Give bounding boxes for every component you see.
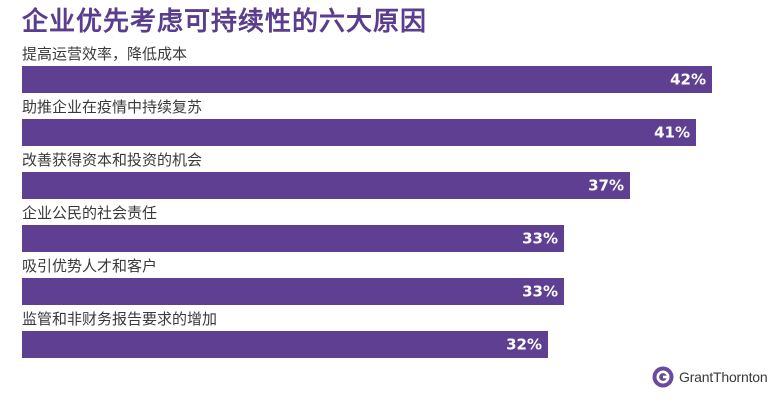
- grant-thornton-logo-text: GrantThornton: [679, 369, 768, 385]
- bar: [22, 66, 712, 93]
- category-label: 改善获得资本和投资的机会: [22, 151, 202, 169]
- grant-thornton-logo: GrantThornton: [652, 366, 768, 388]
- bar: [22, 278, 564, 305]
- category-label: 吸引优势人才和客户: [22, 257, 157, 275]
- value-label: 33%: [522, 283, 558, 301]
- bar: [22, 331, 548, 358]
- chart-title: 企业优先考虑可持续性的六大原因: [22, 7, 428, 37]
- value-label: 32%: [506, 336, 542, 354]
- bar: [22, 119, 696, 146]
- category-label: 企业公民的社会责任: [22, 204, 157, 222]
- category-label: 提高运营效率，降低成本: [22, 45, 187, 63]
- value-label: 33%: [522, 230, 558, 248]
- value-label: 41%: [654, 124, 690, 142]
- value-label: 37%: [588, 177, 624, 195]
- category-label: 监管和非财务报告要求的增加: [22, 310, 217, 328]
- category-label: 助推企业在疫情中持续复苏: [22, 98, 202, 116]
- bar: [22, 172, 630, 199]
- bar: [22, 225, 564, 252]
- value-label: 42%: [670, 71, 706, 89]
- grant-thornton-logo-icon: [652, 366, 674, 388]
